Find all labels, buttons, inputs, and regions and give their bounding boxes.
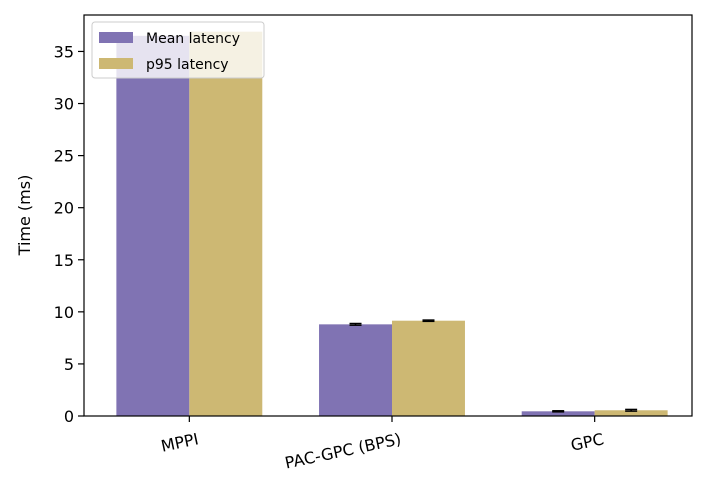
bars-layer: [116, 31, 668, 416]
y-tick-label-20: 20: [54, 199, 74, 218]
bar-mean-latency-gpc: [521, 411, 595, 416]
bar-mean-latency-mppi: [116, 35, 190, 416]
y-tick-label-0: 0: [64, 407, 74, 426]
y-tick-label-35: 35: [54, 42, 74, 61]
y-axis-label: Time (ms): [15, 175, 34, 257]
bar-p95-latency-gpc: [594, 410, 668, 416]
bar-p95-latency-mppi: [189, 31, 263, 416]
error-bars-layer: [349, 319, 638, 413]
legend-swatch-p95-latency: [99, 58, 133, 69]
x-tick-label-mppi: MPPI: [159, 429, 200, 455]
x-tick-label-pac-gpc-bps: PAC-GPC (BPS): [283, 429, 403, 472]
x-tick-label-gpc: GPC: [569, 429, 605, 454]
bar-mean-latency-pac-gpc-bps: [319, 324, 392, 416]
x-axis: MPPI PAC-GPC (BPS) GPC: [159, 416, 605, 473]
y-tick-label-10: 10: [54, 303, 74, 322]
y-tick-label-15: 15: [54, 251, 74, 270]
legend-label-mean-latency: Mean latency: [146, 31, 240, 47]
legend: Mean latency p95 latency: [91, 21, 265, 79]
legend-label-p95-latency: p95 latency: [146, 57, 229, 73]
legend-box: [91, 21, 265, 79]
legend-swatch-mean-latency: [99, 32, 133, 43]
y-tick-label-5: 5: [64, 355, 74, 374]
plot-frame: [83, 14, 693, 417]
bar-p95-latency-pac-gpc-bps: [392, 320, 465, 416]
y-tick-label-30: 30: [54, 95, 74, 114]
y-axis: 0 5 10 15 20 25 30 35: [54, 42, 84, 426]
y-tick-label-25: 25: [54, 147, 74, 166]
